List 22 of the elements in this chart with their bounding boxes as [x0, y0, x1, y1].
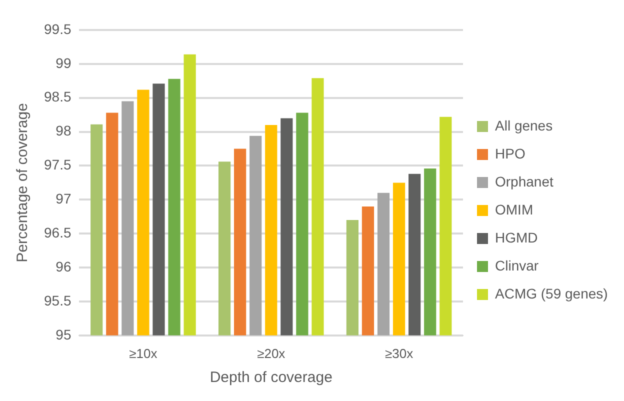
- y-tick-label: 99: [56, 54, 72, 71]
- legend-label: Orphanet: [495, 173, 554, 190]
- y-tick-label: 96.5: [44, 224, 72, 240]
- legend-label: ACMG (59 genes): [495, 285, 608, 302]
- legend-label: All genes: [495, 117, 553, 134]
- x-tick-label: ≥20x: [257, 346, 286, 361]
- y-tick-label: 97.5: [44, 156, 72, 173]
- legend-label: Clinvar: [495, 257, 539, 274]
- x-tick-label: ≥30x: [384, 346, 414, 361]
- legend-label: HPO: [495, 145, 526, 162]
- x-axis-title: Depth of coverage: [210, 369, 332, 386]
- y-tick-label: 98: [56, 122, 72, 139]
- y-tick-label: 95.5: [44, 292, 72, 308]
- x-tick-label: ≥10x: [129, 346, 158, 361]
- y-tick-label: 96: [56, 258, 72, 274]
- legend-label: HGMD: [495, 229, 538, 246]
- y-tick-label: 99.5: [44, 20, 72, 37]
- y-tick-label: 95: [56, 326, 72, 342]
- y-axis-title: Percentage of coverage: [14, 103, 32, 262]
- legend-label: OMIM: [495, 201, 534, 218]
- y-tick-label: 97: [56, 190, 72, 207]
- y-tick-label: 98.5: [44, 88, 72, 105]
